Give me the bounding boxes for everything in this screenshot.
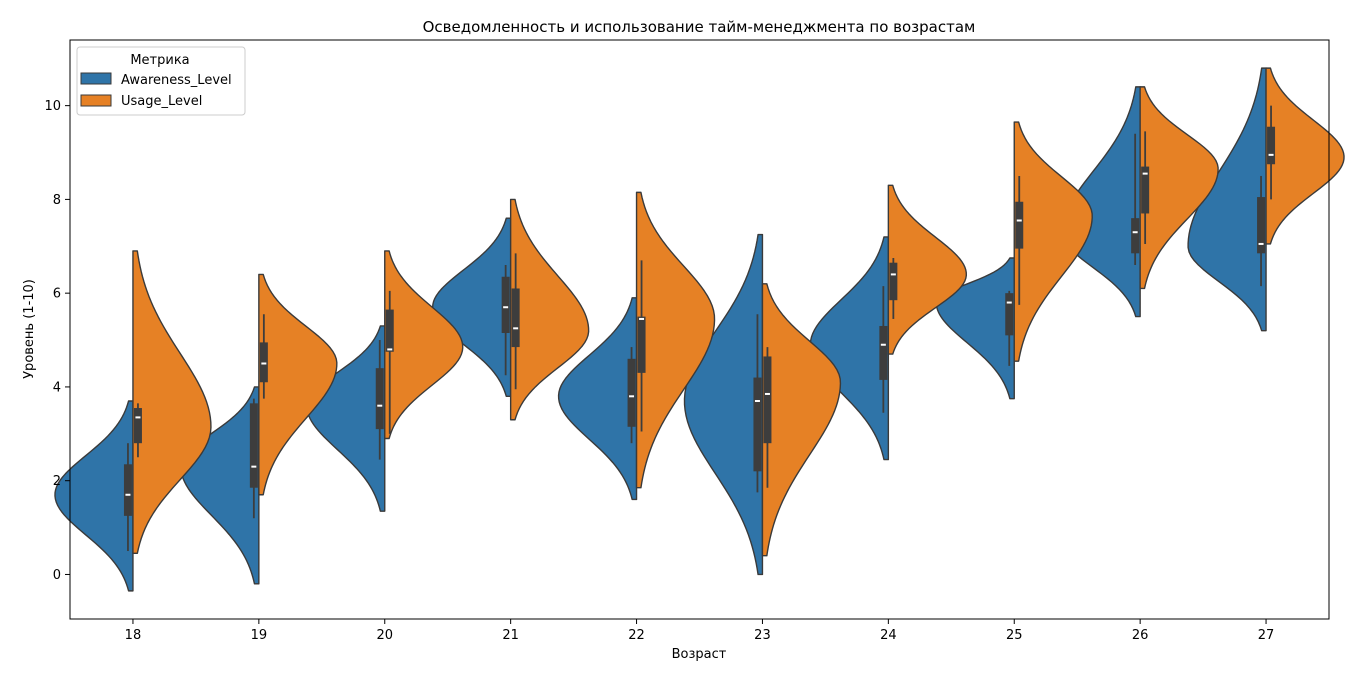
violin-layer (54, 67, 1345, 592)
x-tick-label: 23 (754, 628, 771, 643)
x-axis-label: Возраст (672, 647, 727, 662)
iqr-box-usage-20 (385, 309, 394, 352)
legend-swatch-usage (80, 94, 112, 107)
x-tick-label: 24 (880, 628, 897, 643)
y-tick-label: 8 (53, 193, 61, 208)
x-tick-label: 27 (1258, 628, 1275, 643)
y-tick-label: 2 (53, 474, 61, 489)
x-tick-label: 25 (1006, 628, 1023, 643)
violin-usage-26 (1139, 86, 1219, 290)
iqr-box-usage-19 (259, 342, 268, 383)
iqr-box-awareness-18 (123, 464, 132, 516)
legend-box (76, 46, 246, 116)
iqr-box-awareness-19 (249, 403, 258, 488)
violin-usage-20 (384, 250, 464, 440)
iqr-box-usage-21 (511, 288, 520, 348)
x-axis: 18 19 20 21 22 23 24 25 26 27 (125, 619, 1275, 643)
iqr-box-awareness-24 (879, 325, 888, 380)
violin-usage-24 (887, 184, 968, 355)
iqr-box-awareness-21 (501, 276, 510, 334)
y-tick-label: 4 (53, 380, 61, 395)
iqr-box-usage-24 (889, 262, 898, 301)
violin-awareness-20 (306, 325, 386, 512)
iqr-box-awareness-22 (627, 358, 636, 427)
plot-frame (69, 39, 1330, 620)
legend-swatch-awareness (80, 72, 112, 85)
iqr-box-usage-23 (763, 356, 772, 444)
x-tick-label: 18 (125, 628, 142, 643)
iqr-box-awareness-26 (1131, 218, 1140, 254)
y-tick-label: 6 (53, 287, 61, 302)
iqr-box-usage-22 (637, 316, 646, 373)
y-axis: 0 2 4 6 8 10 (44, 99, 70, 583)
violin-usage-22 (635, 191, 716, 489)
iqr-box-usage-25 (1015, 201, 1024, 249)
x-tick-label: 21 (502, 628, 519, 643)
iqr-box-usage-27 (1267, 126, 1276, 165)
violin-usage-27 (1265, 67, 1345, 245)
x-tick-label: 26 (1132, 628, 1149, 643)
legend-label-usage: Usage_Level (121, 94, 202, 109)
iqr-box-usage-18 (133, 408, 142, 444)
violin-awareness-23 (683, 233, 764, 576)
violin-awareness-19 (180, 386, 260, 585)
legend: Метрика Awareness_Level Usage_Level (76, 46, 246, 116)
violin-awareness-22 (557, 297, 638, 501)
y-tick-label: 0 (53, 568, 61, 583)
chart-title: Осведомленность и использование тайм-мен… (423, 18, 976, 36)
y-axis-label: Уровень (1-10) (22, 279, 37, 379)
legend-label-awareness: Awareness_Level (121, 73, 232, 88)
iqr-box-awareness-23 (753, 377, 762, 472)
violin-usage-25 (1013, 121, 1093, 362)
violin-usage-21 (509, 198, 590, 421)
x-tick-label: 22 (628, 628, 645, 643)
violin-usage-23 (761, 283, 842, 557)
y-tick-label: 10 (44, 99, 61, 114)
iqr-box-awareness-20 (375, 368, 384, 430)
x-tick-label: 20 (376, 628, 393, 643)
iqr-box-awareness-27 (1257, 197, 1266, 254)
violin-awareness-18 (54, 400, 134, 592)
x-tick-label: 19 (251, 628, 268, 643)
iqr-box-awareness-25 (1005, 293, 1014, 336)
violin-usage-19 (258, 273, 338, 496)
iqr-box-usage-26 (1141, 166, 1150, 214)
legend-title: Метрика (130, 53, 189, 68)
violin-usage-18 (132, 250, 212, 555)
violin-awareness-21 (431, 217, 512, 398)
